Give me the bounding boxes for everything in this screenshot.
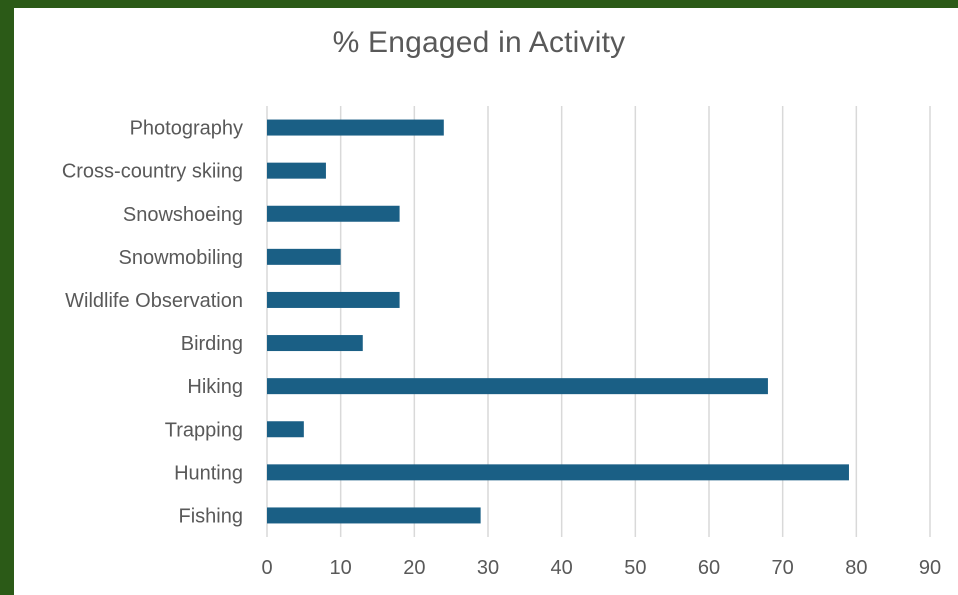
bar-wildlife-observation [267, 291, 400, 308]
category-label: Trapping [165, 419, 243, 441]
bar-fishing [267, 507, 481, 524]
category-label: Hunting [174, 462, 243, 484]
x-tick-labels: 0 10 20 30 40 50 60 70 80 90 [261, 557, 941, 579]
x-tick-label: 50 [624, 557, 646, 579]
x-tick-label: 40 [551, 557, 573, 579]
x-tick-label: 0 [261, 557, 272, 579]
bar-trapping [267, 421, 304, 438]
category-label: Hiking [187, 376, 243, 398]
bar-cross-country-skiing [267, 162, 326, 179]
bar-hunting [267, 464, 849, 481]
x-tick-label: 30 [477, 557, 499, 579]
bar-birding [267, 335, 363, 352]
x-tick-label: 60 [698, 557, 720, 579]
bar-photography [267, 119, 444, 136]
category-labels: Photography Cross-country skiing Snowshoei… [62, 118, 243, 528]
x-tick-label: 90 [919, 557, 941, 579]
x-tick-label: 20 [403, 557, 425, 579]
bar-hiking [267, 378, 768, 395]
category-label: Cross-country skiing [62, 161, 243, 183]
x-tick-label: 10 [330, 557, 352, 579]
category-label: Fishing [179, 505, 243, 527]
bar-snowmobiling [267, 248, 341, 265]
bars [267, 119, 849, 524]
x-tick-label: 70 [772, 557, 794, 579]
category-label: Photography [130, 118, 243, 140]
chart-frame [14, 8, 958, 595]
category-label: Snowshoeing [123, 204, 243, 226]
x-tick-label: 80 [845, 557, 867, 579]
category-label: Wildlife Observation [65, 290, 243, 312]
category-label: Birding [181, 333, 243, 355]
category-label: Snowmobiling [118, 247, 243, 269]
chart-title: % Engaged in Activity [332, 26, 626, 59]
bar-snowshoeing [267, 205, 400, 222]
